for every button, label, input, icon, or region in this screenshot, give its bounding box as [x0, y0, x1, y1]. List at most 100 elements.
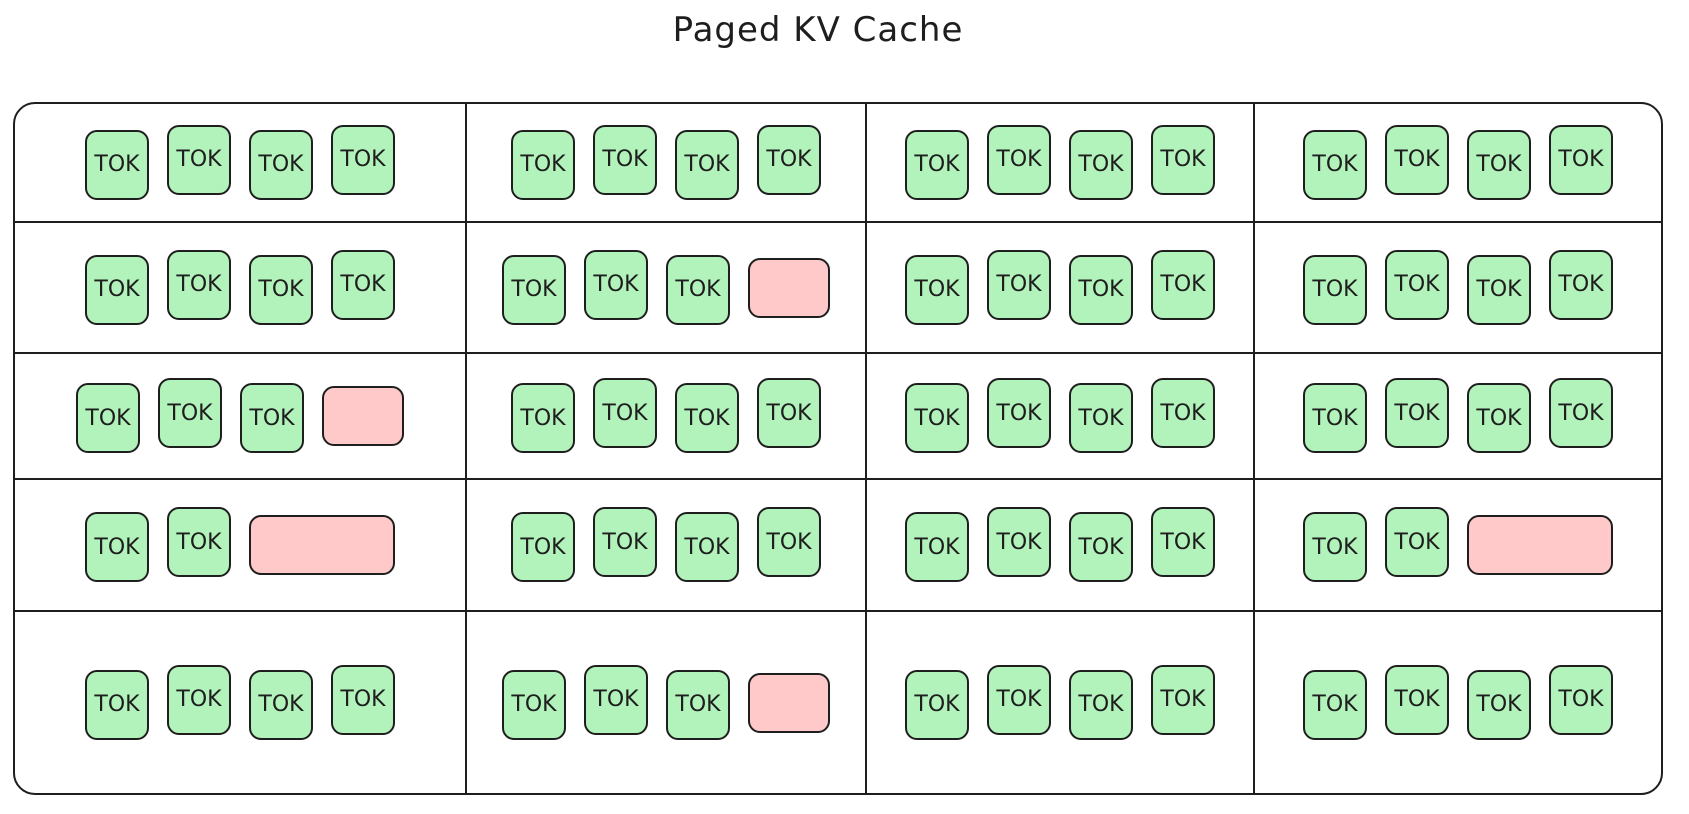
token-slot: TOK — [167, 664, 231, 735]
token-slot: TOK — [987, 249, 1051, 320]
token-slot: TOK — [1151, 124, 1215, 195]
token-slot: TOK — [987, 378, 1051, 448]
token-slot: TOK — [593, 124, 657, 195]
token-slot: TOK — [905, 383, 969, 453]
token-slot: TOK — [1069, 512, 1133, 582]
kv-cache-grid: TOK TOK TOK TOK TOK TOK TOK TOK TOK TOK TOK TOK TOK T… — [13, 102, 1663, 795]
token-slot: TOK — [511, 129, 575, 200]
token-slot: TOK — [1549, 124, 1613, 195]
token-slot: TOK — [1303, 512, 1367, 582]
token-slot: TOK — [1151, 664, 1215, 735]
token-slot: TOK — [987, 664, 1051, 735]
token-slot: TOK — [1467, 669, 1531, 740]
cache-block: TOK TOK — [1255, 480, 1661, 612]
token-slot: TOK — [757, 124, 821, 195]
token-slot: TOK — [757, 507, 821, 577]
token-slot: TOK — [1467, 129, 1531, 200]
cache-block: TOK TOK TOK TOK — [1255, 612, 1661, 793]
token-slot: TOK — [1303, 383, 1367, 453]
cache-block: TOK TOK TOK TOK — [15, 104, 467, 223]
token-slot: TOK — [584, 249, 648, 320]
free-slot — [1467, 515, 1613, 575]
token-slot: TOK — [158, 378, 222, 448]
cache-block: TOK TOK TOK TOK — [867, 104, 1255, 223]
token-slot: TOK — [666, 669, 730, 740]
cache-block: TOK TOK TOK TOK — [1255, 223, 1661, 354]
cache-block: TOK TOK — [15, 480, 467, 612]
token-slot: TOK — [85, 669, 149, 740]
token-slot: TOK — [1385, 507, 1449, 577]
token-slot: TOK — [905, 512, 969, 582]
token-slot: TOK — [1151, 378, 1215, 448]
token-slot: TOK — [167, 249, 231, 320]
token-slot: TOK — [675, 383, 739, 453]
cache-block: TOK TOK TOK — [15, 354, 467, 480]
token-slot: TOK — [249, 254, 313, 325]
token-slot: TOK — [1549, 664, 1613, 735]
token-slot: TOK — [905, 129, 969, 200]
token-slot: TOK — [240, 383, 304, 453]
cache-block: TOK TOK TOK — [467, 223, 867, 354]
token-slot: TOK — [987, 124, 1051, 195]
token-slot: TOK — [331, 664, 395, 735]
token-slot: TOK — [511, 383, 575, 453]
token-slot: TOK — [331, 124, 395, 195]
token-slot: TOK — [1549, 249, 1613, 320]
token-slot: TOK — [1385, 249, 1449, 320]
token-slot: TOK — [249, 129, 313, 200]
token-slot: TOK — [1069, 669, 1133, 740]
diagram-title: Paged KV Cache — [672, 10, 964, 50]
cache-block: TOK TOK TOK TOK — [15, 223, 467, 354]
token-slot: TOK — [905, 669, 969, 740]
free-slot — [322, 386, 404, 446]
token-slot: TOK — [593, 507, 657, 577]
cache-block: TOK TOK TOK TOK — [867, 223, 1255, 354]
free-slot — [748, 672, 830, 733]
cache-block: TOK TOK TOK — [467, 612, 867, 793]
token-slot: TOK — [1467, 254, 1531, 325]
free-slot — [748, 257, 830, 318]
token-slot: TOK — [1303, 129, 1367, 200]
token-slot: TOK — [905, 254, 969, 325]
token-slot: TOK — [167, 124, 231, 195]
token-slot: TOK — [675, 129, 739, 200]
token-slot: TOK — [675, 512, 739, 582]
token-slot: TOK — [1303, 669, 1367, 740]
token-slot: TOK — [167, 507, 231, 577]
token-slot: TOK — [1069, 254, 1133, 325]
token-slot: TOK — [593, 378, 657, 448]
cache-block: TOK TOK TOK TOK — [867, 612, 1255, 793]
token-slot: TOK — [1069, 383, 1133, 453]
token-slot: TOK — [1385, 378, 1449, 448]
token-slot: TOK — [502, 669, 566, 740]
token-slot: TOK — [85, 254, 149, 325]
token-slot: TOK — [987, 507, 1051, 577]
token-slot: TOK — [1385, 664, 1449, 735]
token-slot: TOK — [1549, 378, 1613, 448]
token-slot: TOK — [85, 129, 149, 200]
token-slot: TOK — [666, 254, 730, 325]
cache-block: TOK TOK TOK TOK — [467, 480, 867, 612]
cache-block: TOK TOK TOK TOK — [467, 354, 867, 480]
token-slot: TOK — [1385, 124, 1449, 195]
cache-block: TOK TOK TOK TOK — [467, 104, 867, 223]
token-slot: TOK — [511, 512, 575, 582]
token-slot: TOK — [331, 249, 395, 320]
token-slot: TOK — [584, 664, 648, 735]
cache-block: TOK TOK TOK TOK — [15, 612, 467, 793]
token-slot: TOK — [1069, 129, 1133, 200]
token-slot: TOK — [76, 383, 140, 453]
cache-block: TOK TOK TOK TOK — [1255, 354, 1661, 480]
cache-block: TOK TOK TOK TOK — [1255, 104, 1661, 223]
token-slot: TOK — [1151, 507, 1215, 577]
token-slot: TOK — [1467, 383, 1531, 453]
token-slot: TOK — [85, 512, 149, 582]
token-slot: TOK — [757, 378, 821, 448]
token-slot: TOK — [1303, 254, 1367, 325]
token-slot: TOK — [1151, 249, 1215, 320]
cache-block: TOK TOK TOK TOK — [867, 480, 1255, 612]
token-slot: TOK — [502, 254, 566, 325]
cache-block: TOK TOK TOK TOK — [867, 354, 1255, 480]
token-slot: TOK — [249, 669, 313, 740]
free-slot — [249, 515, 395, 575]
